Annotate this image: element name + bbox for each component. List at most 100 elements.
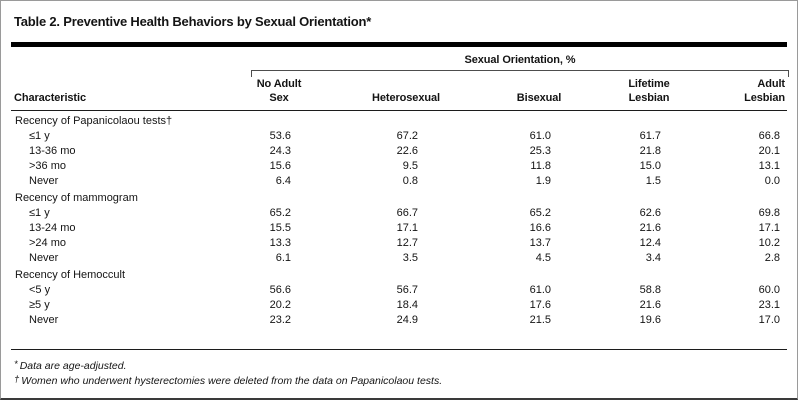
- cell-value: 19.6: [639, 314, 661, 326]
- cell-value: 53.6: [269, 130, 291, 142]
- cell-value: 3.4: [645, 252, 661, 264]
- column-group-bracket: [251, 70, 789, 77]
- cell-value: 22.6: [396, 145, 418, 157]
- cell-value: 17.6: [529, 299, 551, 311]
- table-row: Recency of Hemoccult: [11, 268, 789, 283]
- cell-value: 21.6: [639, 222, 661, 234]
- cell-value: 66.8: [758, 130, 780, 142]
- column-header: No Adult Sex: [256, 78, 302, 104]
- cell-value: 15.6: [269, 160, 291, 172]
- cell-value: 62.6: [639, 207, 661, 219]
- cell-value: 25.3: [529, 145, 551, 157]
- cell-value: 66.7: [396, 207, 418, 219]
- table-content: Table 2. Preventive Health Behaviors by …: [1, 1, 797, 388]
- cell-value: 2.8: [764, 252, 780, 264]
- row-label: Recency of mammogram: [15, 192, 138, 204]
- footnote: † Women who underwent hysterectomies were…: [14, 373, 785, 388]
- table-row: 13-36 mo 24.3 22.6 25.3 21.8 20.1: [11, 144, 789, 159]
- footnote-text: Women who underwent hysterectomies were …: [21, 375, 443, 387]
- row-label: 13-36 mo: [29, 145, 76, 157]
- cell-value: 24.3: [269, 145, 291, 157]
- cell-value: 61.0: [529, 130, 551, 142]
- cell-value: 13.1: [758, 160, 780, 172]
- row-label: 13-24 mo: [29, 222, 76, 234]
- column-header: Adult Lesbian: [744, 78, 785, 104]
- cell-value: 13.7: [529, 237, 551, 249]
- cell-value: 12.4: [639, 237, 661, 249]
- table-row: ≤1 y 65.2 66.7 65.2 62.6 69.8: [11, 206, 789, 221]
- cell-value: 10.2: [758, 237, 780, 249]
- cell-value: 20.1: [758, 145, 780, 157]
- cell-value: 61.0: [529, 284, 551, 296]
- row-label: ≤1 y: [29, 130, 50, 142]
- cell-value: 65.2: [529, 207, 551, 219]
- cell-value: 56.6: [269, 284, 291, 296]
- table-row: 13-24 mo 15.5 17.1 16.6 21.6 17.1: [11, 221, 789, 236]
- table-row: ≥5 y 20.2 18.4 17.6 21.6 23.1: [11, 298, 789, 313]
- table-row: >24 mo 13.3 12.7 13.7 12.4 10.2: [11, 236, 789, 251]
- cell-value: 15.5: [269, 222, 291, 234]
- table-row: ≤1 y 53.6 67.2 61.0 61.7 66.8: [11, 129, 789, 144]
- row-label: Never: [29, 314, 59, 326]
- cell-value: 13.3: [269, 237, 291, 249]
- table-row: Recency of Papanicolaou tests†: [11, 114, 789, 129]
- cell-value: 0.8: [402, 175, 418, 187]
- row-label: ≥5 y: [29, 299, 50, 311]
- table-row: <5 y 56.6 56.7 61.0 58.8 60.0: [11, 283, 789, 298]
- row-label: Never: [29, 175, 59, 187]
- cell-value: 21.6: [639, 299, 661, 311]
- table-title: Table 2. Preventive Health Behaviors by …: [14, 14, 372, 29]
- cell-value: 21.8: [639, 145, 661, 157]
- table-row: Never 6.1 3.5 4.5 3.4 2.8: [11, 251, 789, 266]
- column-header: Lifetime Lesbian: [628, 78, 670, 104]
- cell-value: 20.2: [269, 299, 291, 311]
- cell-value: 17.1: [396, 222, 418, 234]
- cell-value: 18.4: [396, 299, 418, 311]
- column-header-characteristic: Characteristic: [14, 92, 86, 104]
- row-label: ≤1 y: [29, 207, 50, 219]
- row-label: Recency of Hemoccult: [15, 269, 126, 281]
- cell-value: 12.7: [396, 237, 418, 249]
- cell-value: 0.0: [764, 175, 780, 187]
- cell-value: 9.5: [402, 160, 418, 172]
- header-divider: [11, 110, 787, 111]
- cell-value: 23.2: [269, 314, 291, 326]
- table-row: Recency of mammogram: [11, 191, 789, 206]
- cell-value: 11.8: [530, 160, 551, 172]
- cell-value: 58.8: [639, 284, 661, 296]
- cell-value: 65.2: [269, 207, 291, 219]
- footnote-text: Data are age-adjusted.: [19, 360, 127, 372]
- table-row: Never 23.2 24.9 21.5 19.6 17.0: [11, 313, 789, 328]
- footnote-marker: †: [14, 374, 20, 385]
- cell-value: 21.5: [529, 314, 551, 326]
- table-rows: Recency of Papanicolaou tests† ≤1 y 53.6 67…: [11, 111, 787, 328]
- cell-value: 6.4: [275, 175, 291, 187]
- cell-value: 6.1: [275, 252, 291, 264]
- column-header: Heterosexual: [372, 92, 440, 104]
- column-header: Bisexual: [516, 92, 562, 104]
- cell-value: 56.7: [396, 284, 418, 296]
- row-label: Never: [29, 252, 59, 264]
- cell-value: 17.0: [758, 314, 780, 326]
- column-group-header: Sexual Orientation, %: [464, 54, 576, 66]
- title-divider: [11, 42, 787, 47]
- footnotes: * Data are age-adjusted. † Women who under…: [11, 350, 787, 388]
- cell-value: 67.2: [396, 130, 418, 142]
- cell-value: 1.5: [645, 175, 661, 187]
- table-row: >36 mo 15.6 9.5 11.8 15.0 13.1: [11, 159, 789, 174]
- cell-value: 24.9: [396, 314, 418, 326]
- table-row: Never 6.4 0.8 1.9 1.5 0.0: [11, 174, 789, 189]
- cell-value: 69.8: [758, 207, 780, 219]
- row-label: >36 mo: [29, 160, 66, 172]
- footnote-marker: *: [14, 359, 18, 370]
- cell-value: 61.7: [639, 130, 661, 142]
- cell-value: 4.5: [535, 252, 551, 264]
- cell-value: 60.0: [758, 284, 780, 296]
- footnote-divider: [11, 349, 787, 350]
- cell-value: 17.1: [758, 222, 780, 234]
- cell-value: 1.9: [535, 175, 551, 187]
- row-label: Recency of Papanicolaou tests†: [15, 115, 173, 127]
- table-header: Sexual Orientation, % Characteristic No …: [11, 47, 789, 110]
- cell-value: 3.5: [402, 252, 418, 264]
